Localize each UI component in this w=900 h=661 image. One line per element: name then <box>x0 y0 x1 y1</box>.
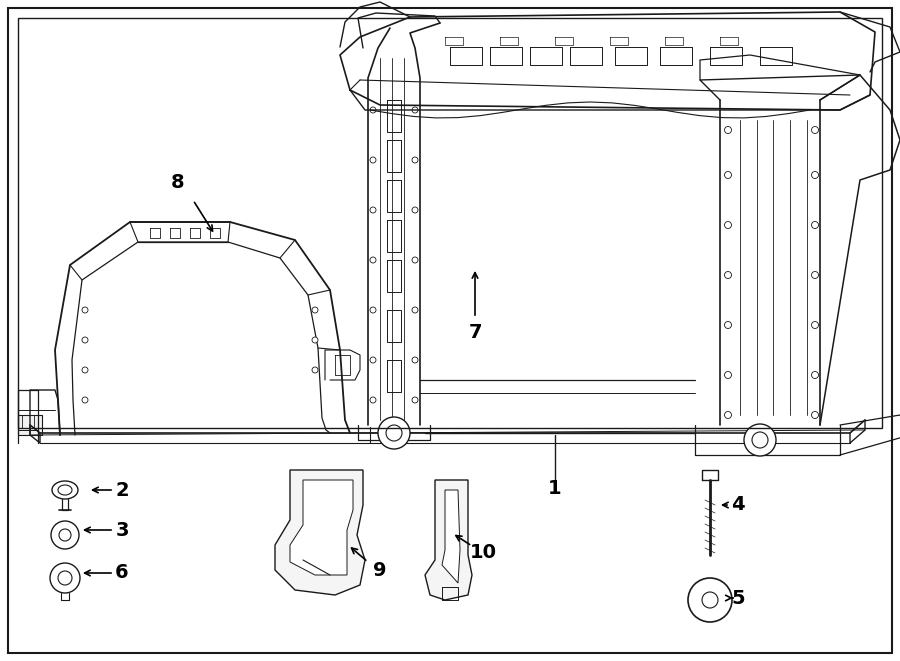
Circle shape <box>370 107 376 113</box>
Circle shape <box>82 307 88 313</box>
Text: 4: 4 <box>731 496 745 514</box>
Circle shape <box>724 371 732 379</box>
Text: 6: 6 <box>115 563 129 582</box>
Circle shape <box>312 307 318 313</box>
Text: 7: 7 <box>468 323 482 342</box>
Text: 3: 3 <box>115 520 129 539</box>
Circle shape <box>58 571 72 585</box>
Circle shape <box>412 357 418 363</box>
Circle shape <box>378 417 410 449</box>
Circle shape <box>412 207 418 213</box>
Circle shape <box>724 412 732 418</box>
Polygon shape <box>275 470 365 595</box>
Circle shape <box>812 126 818 134</box>
Circle shape <box>812 321 818 329</box>
Circle shape <box>82 337 88 343</box>
Circle shape <box>82 397 88 403</box>
Circle shape <box>752 432 768 448</box>
Circle shape <box>370 157 376 163</box>
Circle shape <box>688 578 732 622</box>
Text: 5: 5 <box>731 588 745 607</box>
Circle shape <box>812 371 818 379</box>
Bar <box>18 18 882 428</box>
Text: 1: 1 <box>548 479 562 498</box>
Circle shape <box>724 321 732 329</box>
Text: 10: 10 <box>470 543 497 563</box>
Circle shape <box>59 529 71 541</box>
Circle shape <box>312 337 318 343</box>
Polygon shape <box>425 480 472 600</box>
Circle shape <box>702 592 718 608</box>
Text: 9: 9 <box>374 561 387 580</box>
Circle shape <box>412 307 418 313</box>
Polygon shape <box>290 480 353 575</box>
Circle shape <box>50 563 80 593</box>
Circle shape <box>412 397 418 403</box>
Circle shape <box>386 425 402 441</box>
Polygon shape <box>18 415 42 435</box>
Circle shape <box>370 207 376 213</box>
Circle shape <box>370 357 376 363</box>
Circle shape <box>412 257 418 263</box>
Text: 8: 8 <box>171 173 184 192</box>
Polygon shape <box>442 490 460 583</box>
Circle shape <box>724 171 732 178</box>
Circle shape <box>744 424 776 456</box>
Circle shape <box>412 107 418 113</box>
Circle shape <box>812 221 818 229</box>
Circle shape <box>370 397 376 403</box>
Circle shape <box>370 307 376 313</box>
Circle shape <box>724 126 732 134</box>
Text: 2: 2 <box>115 481 129 500</box>
Circle shape <box>51 521 79 549</box>
Circle shape <box>312 367 318 373</box>
Circle shape <box>412 157 418 163</box>
Circle shape <box>82 367 88 373</box>
Circle shape <box>812 171 818 178</box>
Circle shape <box>812 272 818 278</box>
Circle shape <box>724 221 732 229</box>
Circle shape <box>370 257 376 263</box>
Circle shape <box>812 412 818 418</box>
Circle shape <box>724 272 732 278</box>
